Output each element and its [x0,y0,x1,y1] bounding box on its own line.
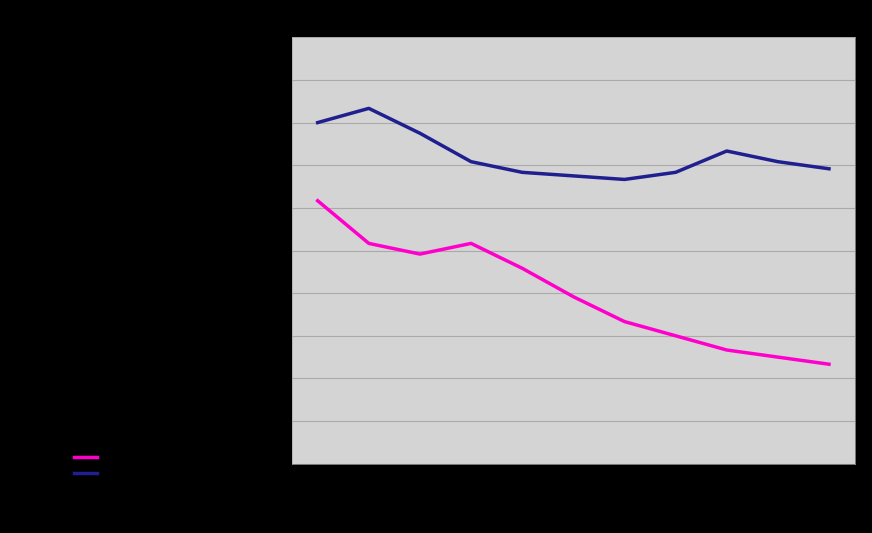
Legend: , : , [71,450,109,482]
